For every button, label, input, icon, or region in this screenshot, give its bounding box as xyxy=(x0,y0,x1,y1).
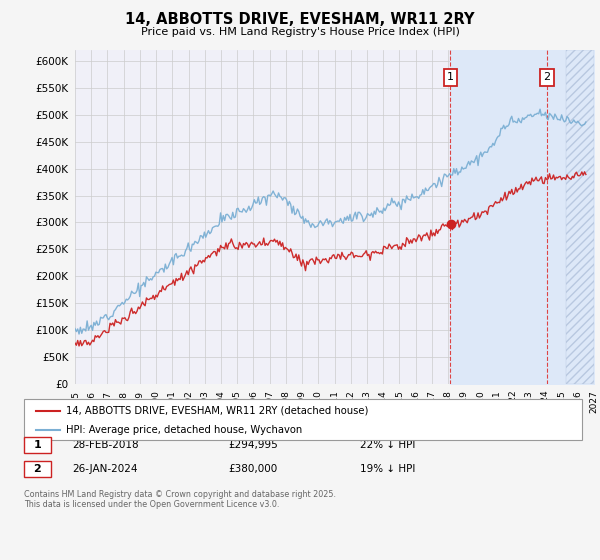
Text: 14, ABBOTTS DRIVE, EVESHAM, WR11 2RY (detached house): 14, ABBOTTS DRIVE, EVESHAM, WR11 2RY (de… xyxy=(66,405,368,416)
Text: 28-FEB-2018: 28-FEB-2018 xyxy=(72,440,139,450)
Text: 19% ↓ HPI: 19% ↓ HPI xyxy=(360,464,415,474)
Text: 26-JAN-2024: 26-JAN-2024 xyxy=(72,464,137,474)
Text: Contains HM Land Registry data © Crown copyright and database right 2025.
This d: Contains HM Land Registry data © Crown c… xyxy=(24,490,336,510)
Text: 1: 1 xyxy=(34,440,41,450)
Text: 2: 2 xyxy=(34,464,41,474)
Text: £294,995: £294,995 xyxy=(228,440,278,450)
Text: HPI: Average price, detached house, Wychavon: HPI: Average price, detached house, Wych… xyxy=(66,424,302,435)
Text: £380,000: £380,000 xyxy=(228,464,277,474)
Text: 22% ↓ HPI: 22% ↓ HPI xyxy=(360,440,415,450)
Text: 1: 1 xyxy=(447,72,454,82)
Text: Price paid vs. HM Land Registry's House Price Index (HPI): Price paid vs. HM Land Registry's House … xyxy=(140,27,460,37)
Text: 2: 2 xyxy=(543,72,550,82)
Text: 14, ABBOTTS DRIVE, EVESHAM, WR11 2RY: 14, ABBOTTS DRIVE, EVESHAM, WR11 2RY xyxy=(125,12,475,27)
